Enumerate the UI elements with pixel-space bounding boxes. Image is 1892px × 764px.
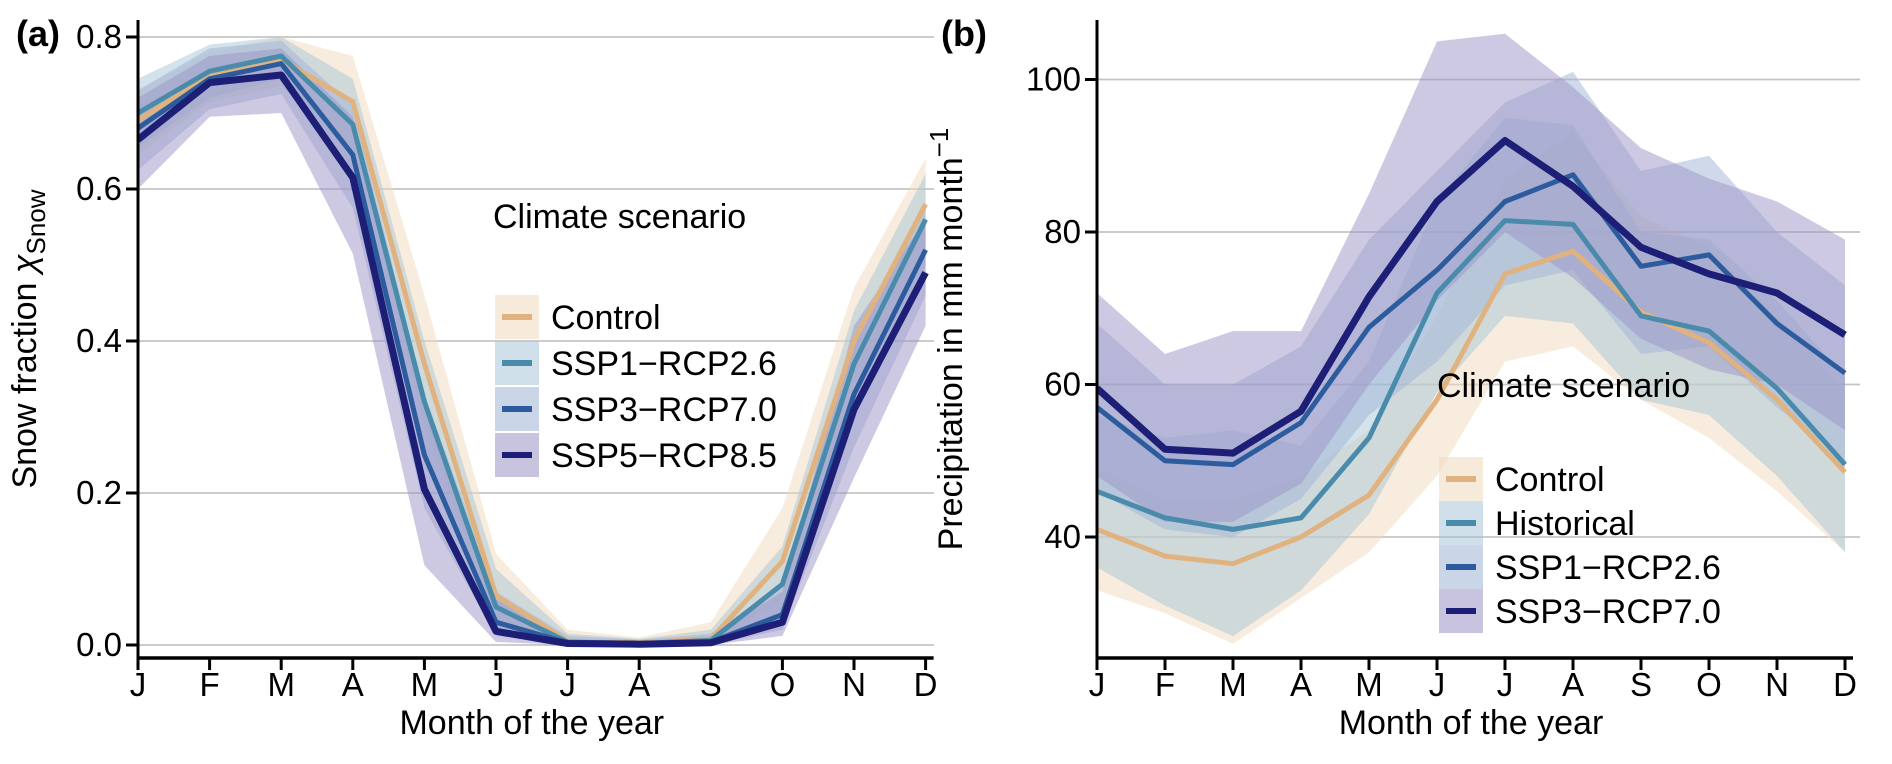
y-tick-label: 100: [1026, 61, 1081, 98]
x-tick-label: A: [1562, 666, 1584, 703]
x-axis-title: Month of the year: [1339, 704, 1604, 742]
y-tick-label: 80: [1044, 213, 1081, 250]
series-lines: [138, 53, 929, 648]
series-line-SSP1−RCP2.6: [138, 53, 928, 646]
x-tick-label: J: [488, 666, 505, 703]
legend: Climate scenario Control SSP1−RCP2.6 SSP3−R…: [493, 198, 777, 477]
x-tick-label: J: [130, 666, 147, 703]
x-axis-title: Month of the year: [399, 704, 664, 742]
y-tick-label: 0.4: [76, 322, 122, 359]
x-tick-label: O: [1696, 666, 1722, 703]
series-line-SSP5−RCP8.5: [138, 71, 929, 648]
x-tick-label: A: [1290, 666, 1312, 703]
band-SSP5−RCP8.5: [138, 48, 926, 645]
series-line-SSP3−RCP7.0: [1097, 137, 1847, 457]
axes: 0.0 0.2 0.4 0.6 0.8 J F M A M J J A S O N D: [76, 18, 937, 703]
uncertainty-bands: [138, 37, 926, 646]
x-tick-label: F: [1155, 666, 1175, 703]
legend-label: SSP3−RCP7.0: [551, 391, 777, 429]
legend-label: Historical: [1495, 505, 1635, 543]
x-tick-label: D: [1833, 666, 1857, 703]
legend-label: SSP5−RCP8.5: [551, 437, 777, 475]
x-tick-label: A: [628, 666, 650, 703]
panel-tag: (b): [941, 13, 987, 54]
x-tick-label: M: [1355, 666, 1383, 703]
band-SSP3−RCP7.0: [1097, 33, 1845, 522]
series-line-Historical: [1097, 218, 1847, 532]
x-tick-label: M: [1219, 666, 1247, 703]
legend-label: Control: [1495, 461, 1605, 499]
y-axis-title: Precipitation in mm month−1: [924, 128, 970, 551]
x-tick-label: F: [200, 666, 220, 703]
series-line-Control: [1097, 248, 1847, 567]
axes: 40 60 80 100 J F M A M J J A S O N D: [1026, 20, 1857, 703]
legend-label: SSP3−RCP7.0: [1495, 593, 1721, 631]
y-tick-label: 60: [1044, 366, 1081, 403]
panel-a: 0.0 0.2 0.4 0.6 0.8 J F M A M J J A S O N D Month of the …: [6, 13, 938, 742]
series-line-Control: [138, 57, 928, 646]
legend-title: Climate scenario: [1437, 367, 1690, 405]
y-tick-label: 0.6: [76, 170, 122, 207]
x-tick-label: N: [842, 666, 866, 703]
x-tick-label: J: [1429, 666, 1446, 703]
x-tick-label: S: [700, 666, 722, 703]
y-tick-label: 0.0: [76, 626, 122, 663]
y-tick-label: 0.8: [76, 18, 122, 55]
x-tick-label: S: [1630, 666, 1652, 703]
legend-label: SSP1−RCP2.6: [1495, 549, 1721, 587]
x-tick-label: J: [1497, 666, 1514, 703]
x-tick-label: J: [559, 666, 576, 703]
legend-label: SSP1−RCP2.6: [551, 345, 777, 383]
x-tick-label: D: [914, 666, 938, 703]
y-tick-label: 40: [1044, 518, 1081, 555]
legend-title: Climate scenario: [493, 198, 746, 236]
panel-b: 40 60 80 100 J F M A M J J A S O N D Month of the year Pr…: [924, 13, 1860, 742]
panel-tag: (a): [16, 13, 60, 54]
y-tick-label: 0.2: [76, 474, 122, 511]
legend-label: Control: [551, 299, 661, 337]
legend: Climate scenario Control Historical SSP1−RC…: [1437, 367, 1721, 633]
series-line-SSP1−RCP2.6: [1097, 172, 1847, 468]
x-tick-label: M: [411, 666, 439, 703]
y-axis-title: Snow fraction χSnow: [6, 189, 51, 488]
x-tick-label: M: [267, 666, 295, 703]
x-tick-label: J: [1089, 666, 1106, 703]
x-tick-label: O: [770, 666, 796, 703]
series-lines: [1097, 137, 1847, 567]
x-tick-label: A: [342, 666, 364, 703]
x-tick-label: N: [1765, 666, 1789, 703]
